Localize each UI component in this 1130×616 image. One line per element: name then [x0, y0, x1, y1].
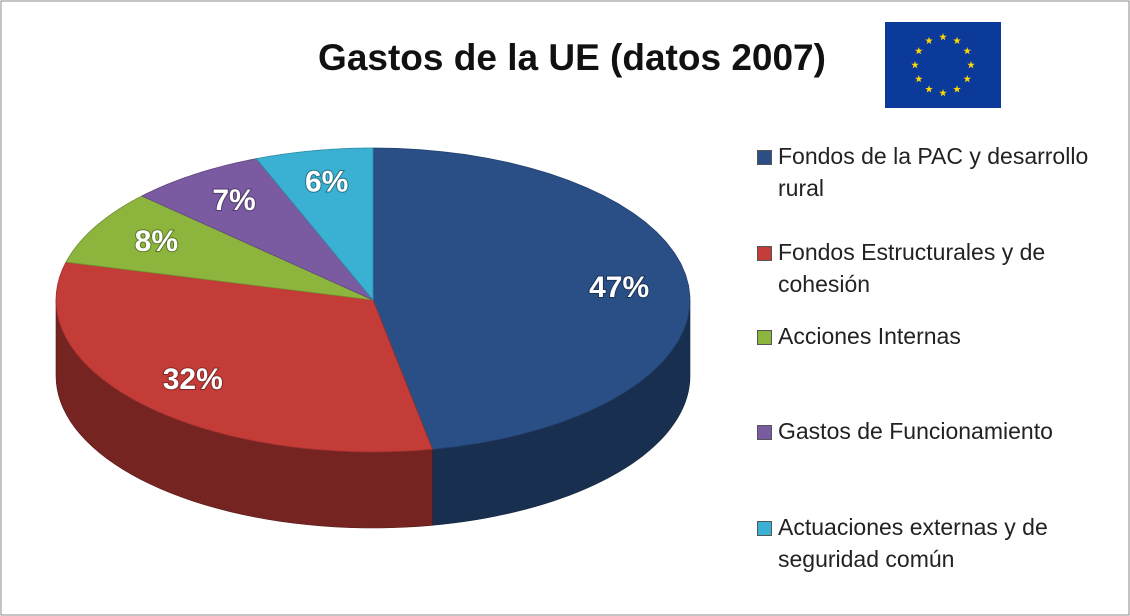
legend-label: Acciones Internas	[778, 323, 961, 349]
pie-slice	[55, 261, 433, 529]
flag-star	[967, 61, 975, 69]
legend-item: Fondos Estructurales y de cohesión	[757, 236, 1107, 300]
data-label: 47%	[589, 271, 649, 304]
flag-star	[914, 75, 923, 83]
flag-star	[925, 36, 933, 44]
pie-slice	[140, 158, 374, 301]
legend-swatch	[757, 521, 772, 536]
pie-top	[65, 195, 374, 301]
flag-star	[953, 85, 961, 93]
pie-top	[372, 147, 691, 450]
chart-title: Gastos de la UE (datos 2007)	[318, 37, 826, 78]
legend-label: Actuaciones externas y de seguridad comú…	[778, 514, 1048, 572]
flag-star	[963, 75, 972, 83]
data-label: 32%	[163, 363, 223, 396]
flag-star	[963, 47, 972, 55]
legend-swatch	[757, 150, 772, 165]
legend-label: Gastos de Funcionamiento	[778, 418, 1053, 444]
flag-star	[914, 47, 923, 55]
legend-swatch	[757, 246, 772, 261]
legend-swatch	[757, 425, 772, 440]
legend-swatch	[757, 330, 772, 345]
pie-slice	[372, 147, 691, 526]
legend-item: Gastos de Funcionamiento	[757, 415, 1107, 447]
pie-slice	[255, 147, 374, 302]
legend-item: Fondos de la PAC y desarrollo rural	[757, 140, 1107, 204]
pie-top	[140, 158, 374, 301]
flag-star	[911, 61, 919, 69]
data-label: 7%	[212, 184, 255, 217]
legend-item: Acciones Internas	[757, 320, 1107, 352]
legend-item: Actuaciones externas y de seguridad comú…	[757, 511, 1107, 575]
flag-star	[939, 89, 947, 97]
legend-label: Fondos Estructurales y de cohesión	[778, 239, 1046, 297]
pie-top	[255, 147, 374, 302]
flag-star	[925, 85, 933, 93]
pie-top	[55, 261, 433, 453]
legend-label: Fondos de la PAC y desarrollo rural	[778, 143, 1089, 201]
pie: 47% 32% 8% 7% 6%	[55, 147, 691, 529]
flag-star	[953, 36, 961, 44]
pie-slice	[65, 195, 374, 301]
eu-flag	[885, 22, 1001, 108]
data-label: 8%	[135, 225, 178, 258]
flag-star	[939, 33, 947, 41]
data-label: 6%	[305, 165, 348, 198]
